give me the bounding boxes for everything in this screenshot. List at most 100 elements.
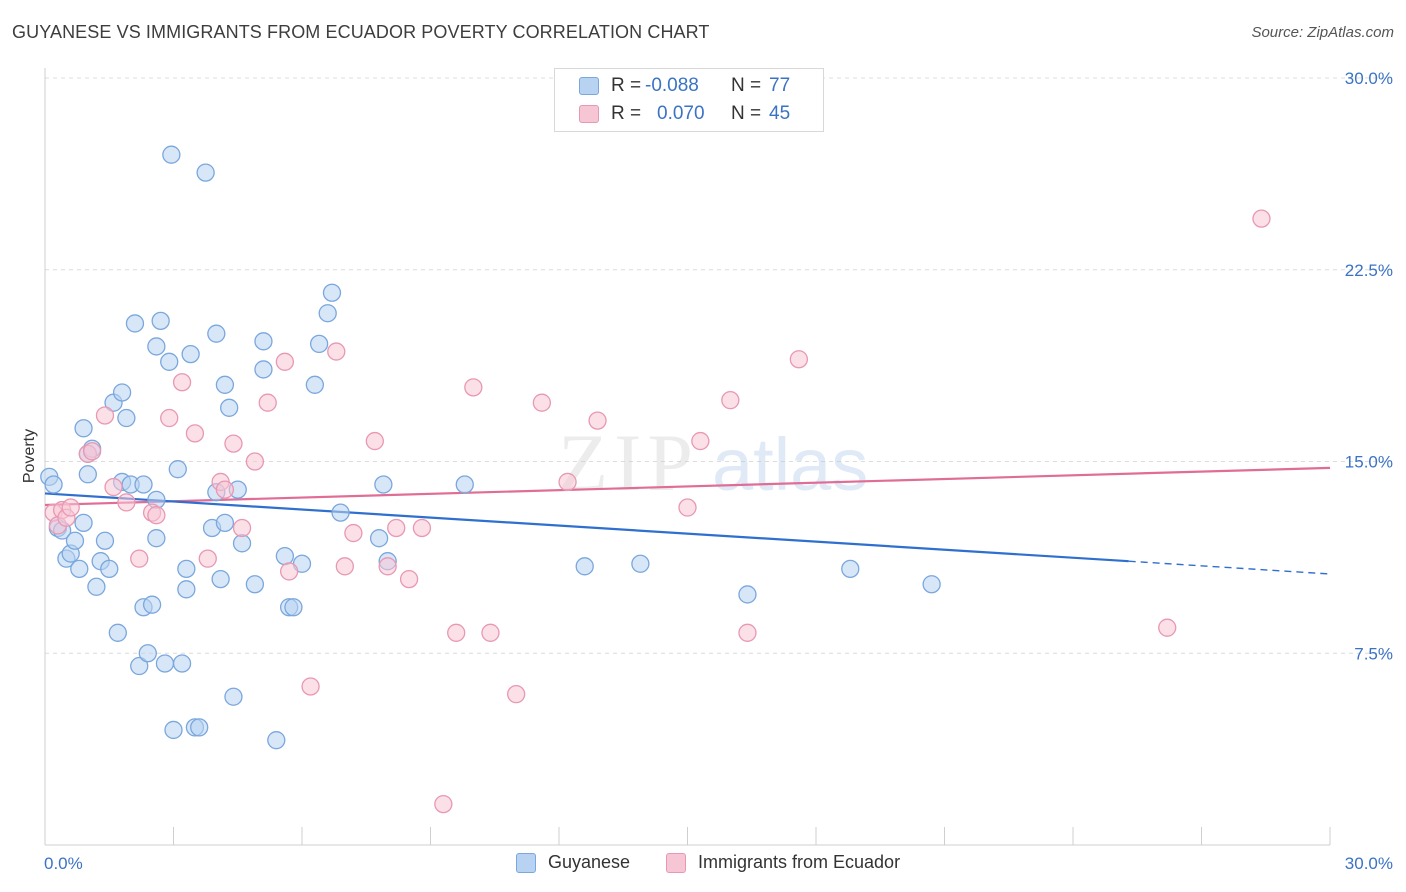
guyanese-point-8	[74, 513, 93, 533]
series-swatch-blue	[516, 852, 536, 873]
ecuador-point-7	[95, 406, 115, 425]
chart-title: GUYANESE VS IMMIGRANTS FROM ECUADOR POVE…	[12, 22, 710, 42]
guyanese-point-18	[108, 623, 127, 642]
ecuador-point-28	[344, 523, 363, 543]
guyanese-point-50	[215, 375, 235, 394]
y-tick-label-0: 7.5%	[1354, 644, 1393, 663]
guyanese-point-7	[70, 559, 89, 579]
watermark: ZIP atlas	[558, 417, 868, 508]
ecuador-point-21	[245, 452, 265, 471]
ecuador-point-16	[198, 549, 217, 568]
legend-n-value: 45	[769, 103, 791, 124]
legend-n-label: N =	[731, 75, 762, 96]
guyanese-point-1	[44, 475, 63, 494]
guyanese-point-36	[164, 720, 183, 740]
guyanese-point-39	[177, 580, 196, 599]
guyanese-point-37	[168, 460, 187, 479]
ecuador-point-8	[104, 477, 123, 497]
guyanese-point-23	[125, 314, 145, 333]
guyanese-point-51	[220, 398, 239, 417]
guyanese-point-15	[95, 531, 115, 550]
legend-row-guyanese: R = -0.088 N = 77	[579, 74, 790, 98]
y-tick-label-1: 15.0%	[1345, 453, 1393, 472]
watermark-zip: ZIP	[558, 417, 699, 508]
series-label-guyanese: Guyanese	[548, 852, 631, 872]
x-tick-label-1: 30.0%	[1345, 854, 1393, 873]
guyanese-point-47	[207, 324, 226, 343]
ecuador-point-36	[464, 378, 483, 397]
guyanese-point-6	[65, 531, 85, 550]
legend-swatch-pink	[579, 105, 599, 123]
series-legend-ecuador: Immigrants from Ecuador	[666, 852, 900, 873]
guyanese-point-28	[142, 595, 162, 614]
guyanese-point-54	[232, 534, 252, 553]
ecuador-point-15	[185, 424, 205, 443]
ecuador-point-25	[301, 677, 320, 696]
ecuador-point-47	[1158, 618, 1177, 637]
guyanese-point-24	[130, 656, 149, 676]
guyanese-point-67	[331, 503, 350, 522]
guyanese-point-31	[147, 337, 166, 356]
guyanese-point-63	[305, 375, 325, 394]
guyanese-point-25	[134, 475, 153, 494]
guyanese-point-40	[177, 559, 196, 579]
ecuador-point-43	[691, 431, 710, 451]
guyanese-point-75	[841, 559, 860, 579]
legend-r-value: 0.070	[657, 103, 705, 124]
ecuador-point-34	[434, 794, 453, 814]
guyanese-point-66	[322, 283, 342, 302]
ecuador-point-26	[327, 342, 346, 361]
series-label-ecuador: Immigrants from Ecuador	[698, 852, 901, 872]
y-tick-label-2: 22.5%	[1345, 261, 1393, 280]
guyanese-point-38	[172, 654, 192, 673]
guyanese-point-32	[151, 311, 170, 331]
guyanese-point-69	[374, 475, 393, 494]
legend-row-ecuador: R = 0.070 N = 45	[579, 102, 790, 126]
guyanese-trend-extension	[1128, 560, 1331, 575]
ecuador-point-14	[172, 373, 192, 392]
ecuador-point-44	[721, 390, 740, 410]
ecuador-trend-line	[44, 466, 1331, 507]
guyanese-point-35	[162, 145, 181, 164]
ecuador-point-12	[147, 506, 166, 525]
legend-r-label: R =	[611, 75, 642, 96]
ecuador-point-30	[378, 557, 397, 576]
series-swatch-pink	[666, 852, 686, 873]
guyanese-point-56	[254, 360, 273, 379]
ecuador-point-38	[507, 685, 526, 704]
guyanese-trend-line	[44, 492, 1129, 563]
guyanese-point-13	[87, 577, 106, 596]
stats-legend: R = -0.088 N = 77 R = 0.070 N = 45	[554, 68, 824, 132]
ecuador-point-24	[279, 562, 299, 581]
ecuador-point-19	[224, 434, 243, 453]
ecuador-point-27	[335, 557, 354, 576]
ecuador-point-20	[232, 518, 252, 538]
ecuador-point-4	[61, 498, 80, 517]
guyanese-point-65	[318, 304, 337, 323]
watermark-atlas: atlas	[712, 423, 868, 506]
guyanese-point-59	[275, 546, 295, 566]
legend-r-value: -0.088	[645, 75, 699, 96]
ecuador-point-6	[82, 442, 102, 461]
guyanese-point-41	[181, 344, 200, 364]
guyanese-points	[40, 145, 941, 750]
guyanese-point-64	[309, 334, 329, 354]
ecuador-point-48	[1252, 209, 1271, 228]
guyanese-point-72	[575, 557, 594, 576]
ecuador-point-13	[160, 408, 179, 428]
legend-n-value: 77	[769, 75, 791, 96]
guyanese-point-52	[224, 687, 243, 706]
guyanese-point-27	[138, 644, 157, 663]
ecuador-point-31	[387, 518, 406, 538]
ecuador-point-33	[412, 518, 432, 538]
guyanese-point-68	[369, 529, 389, 548]
legend-r-label: R =	[611, 103, 642, 124]
legend-n-label: N =	[731, 103, 762, 124]
guyanese-point-44	[196, 163, 215, 182]
ecuador-point-35	[447, 623, 466, 642]
guyanese-point-55	[245, 575, 265, 594]
ecuador-points	[44, 209, 1271, 814]
ecuador-point-42	[678, 498, 697, 517]
ecuador-point-32	[399, 569, 419, 589]
source-label: Source: ZipAtlas.com	[1251, 24, 1394, 41]
